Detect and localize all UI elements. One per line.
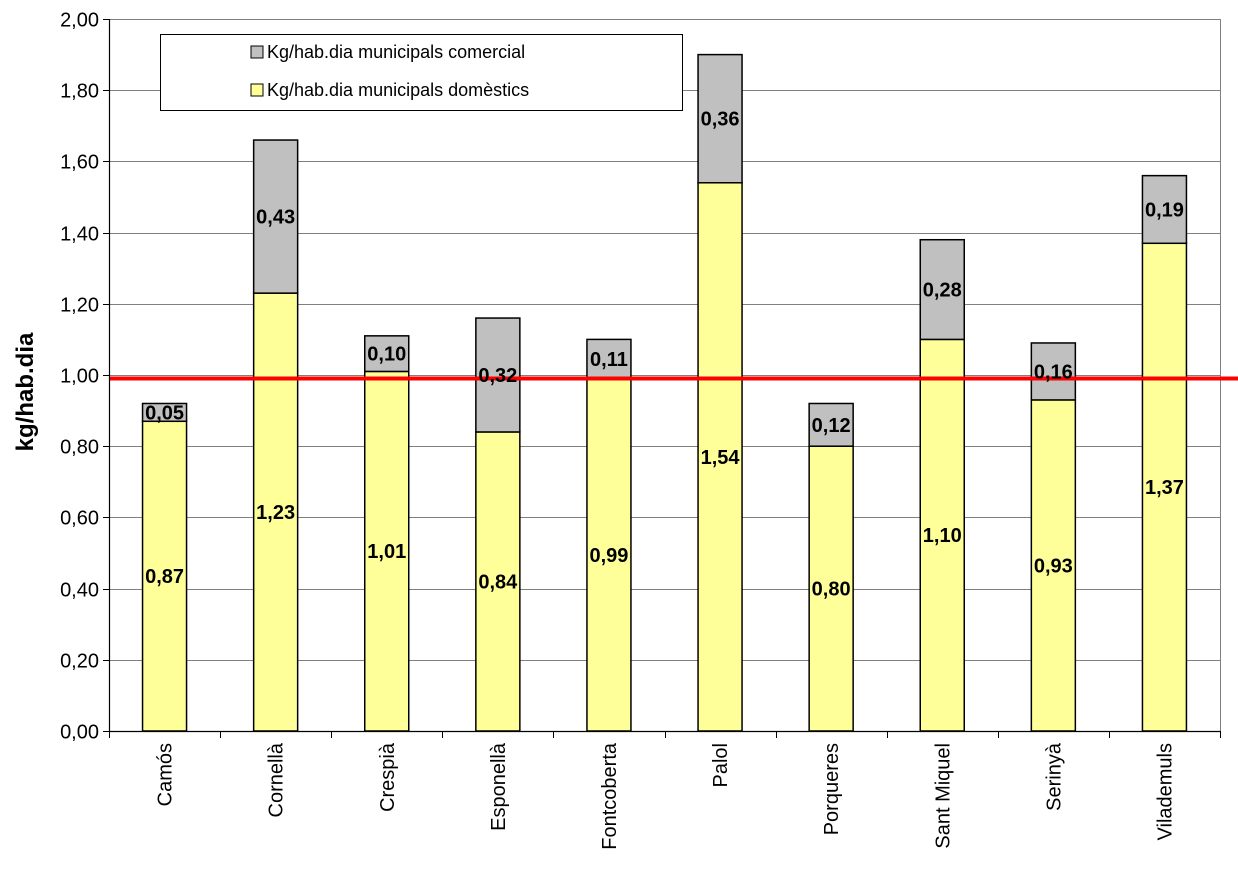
data-label: 0,32	[478, 365, 517, 387]
bar-segment-domestics	[1030, 399, 1077, 732]
x-category-label: Vilademuls	[1154, 743, 1176, 840]
data-label: 0,87	[145, 566, 184, 588]
data-label: 0,05	[145, 402, 184, 424]
data-label: 0,80	[812, 579, 851, 601]
legend-swatch	[250, 45, 264, 59]
bar-segment-comercial	[1030, 342, 1077, 401]
data-label: 0,99	[589, 545, 628, 567]
bar-segment-domestics	[808, 445, 854, 732]
y-tick-label: 0,60	[60, 508, 99, 530]
y-axis-title: kg/hab.dia	[12, 332, 39, 451]
bar-segment-comercial	[141, 402, 188, 423]
x-category-label: Porqueres	[821, 743, 843, 835]
axes: 0,00 0,20 0,40 0,60 0,80 1,00 1,20 1,40 1,60 1,80…	[60, 10, 1221, 850]
y-tick-label: 0,20	[60, 651, 99, 673]
x-category-label: Sant Miquel	[932, 743, 954, 849]
data-labels: 0,87 0,05 1,23 0,43 1,01 0,10 0,84 0,32 0,99 0,11…	[145, 109, 1184, 601]
legend-box	[160, 34, 683, 111]
bar-segment-comercial	[252, 139, 299, 294]
data-label: 0,10	[367, 344, 406, 366]
bar-segment-comercial	[808, 402, 854, 447]
x-category-label: Esponellà	[488, 742, 510, 831]
data-label: 1,23	[256, 502, 295, 524]
bar-segment-domestics	[919, 338, 965, 732]
y-tick-label: 2,00	[60, 10, 99, 32]
x-category-label: Crespià	[377, 742, 399, 812]
bars	[141, 53, 1188, 732]
y-tick-label: 1,00	[60, 366, 99, 388]
data-label: 0,36	[701, 109, 740, 131]
bar-segment-domestics	[364, 370, 410, 732]
bar-segment-comercial	[919, 238, 965, 341]
bar-segment-comercial	[697, 53, 743, 184]
data-label: 1,54	[701, 447, 741, 469]
legend-label: Kg/hab.dia municipals comercial	[267, 42, 525, 62]
data-label: 1,01	[367, 541, 406, 563]
x-category-label: Fontcoberta	[599, 742, 621, 850]
y-tick-label: 1,40	[60, 224, 99, 246]
y-tick-label: 1,20	[60, 295, 99, 317]
y-tick-label: 1,60	[60, 152, 99, 174]
y-tick-label: 0,00	[60, 722, 99, 744]
bar-segment-domestics	[586, 377, 632, 732]
x-category-label: Serinyà	[1043, 742, 1065, 811]
bar-segment-comercial	[1141, 174, 1188, 245]
data-label: 0,84	[478, 571, 518, 593]
legend-swatch	[250, 83, 264, 97]
data-label: 0,12	[812, 415, 851, 437]
data-label: 0,93	[1034, 555, 1073, 577]
data-label: 0,16	[1034, 361, 1073, 383]
data-label: 0,28	[923, 280, 962, 302]
x-category-label: Palol	[710, 743, 732, 787]
bar-segment-comercial	[586, 338, 632, 380]
data-label: 1,10	[923, 525, 962, 547]
x-category-label: Cornellà	[266, 742, 288, 817]
y-tick-label: 0,40	[60, 580, 99, 602]
bar-segment-comercial	[475, 317, 521, 433]
y-tick-label: 0,80	[60, 437, 99, 459]
bar-segment-domestics	[141, 420, 188, 732]
data-label: 0,11	[590, 349, 628, 371]
data-label: 0,43	[256, 207, 295, 229]
x-category-label: Camós	[155, 743, 177, 806]
y-tick-label: 1,80	[60, 81, 99, 103]
bar-segment-domestics	[252, 292, 299, 732]
legend-label: Kg/hab.dia municipals domèstics	[267, 80, 529, 100]
bar-segment-comercial	[364, 335, 410, 373]
data-label: 0,19	[1145, 199, 1184, 221]
bar-segment-domestics	[475, 431, 521, 732]
data-label: 1,37	[1145, 477, 1184, 499]
legend: Kg/hab.dia municipals comercial Kg/hab.di…	[160, 34, 683, 111]
